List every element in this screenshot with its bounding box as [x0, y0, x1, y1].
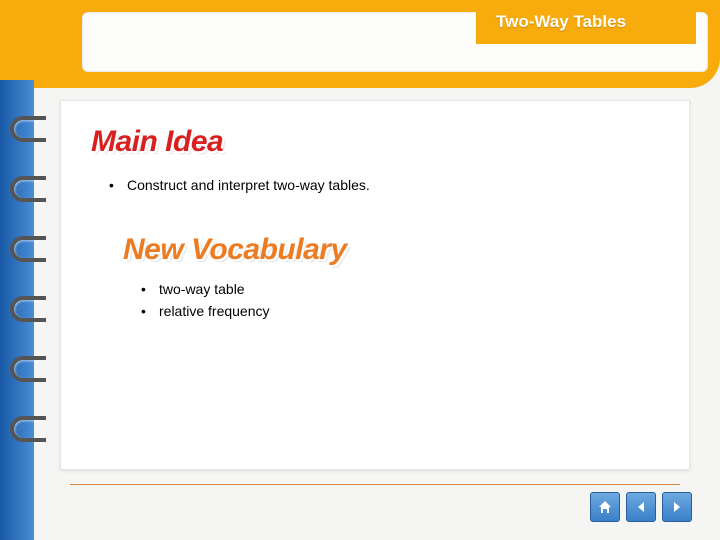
home-icon — [597, 499, 613, 515]
bullet-icon: • — [141, 303, 159, 319]
spiral-ring — [10, 356, 46, 382]
chevron-right-icon — [670, 500, 684, 514]
nav-button-group — [590, 492, 692, 522]
main-idea-bullet-text: Construct and interpret two-way tables. — [127, 177, 370, 193]
vocab-item-text: relative frequency — [159, 303, 270, 319]
slide-root: Two-Way Tables Main Idea • Construct and… — [0, 0, 720, 540]
divider — [70, 484, 680, 485]
page-title-tab: Two-Way Tables — [476, 8, 696, 40]
chevron-left-icon — [634, 500, 648, 514]
next-button[interactable] — [662, 492, 692, 522]
spiral-ring — [10, 416, 46, 442]
new-vocab-heading: New Vocabulary — [123, 233, 659, 267]
vocab-item-text: two-way table — [159, 281, 245, 297]
list-item: • relative frequency — [141, 303, 659, 319]
bullet-icon: • — [141, 281, 159, 297]
spiral-ring — [10, 116, 46, 142]
main-idea-heading: Main Idea — [91, 125, 659, 159]
bullet-icon: • — [109, 177, 127, 193]
list-item: • Construct and interpret two-way tables… — [109, 177, 659, 193]
home-button[interactable] — [590, 492, 620, 522]
spiral-ring — [10, 176, 46, 202]
main-idea-list: • Construct and interpret two-way tables… — [109, 177, 659, 193]
spiral-ring — [10, 296, 46, 322]
page-title: Two-Way Tables — [496, 12, 626, 31]
prev-button[interactable] — [626, 492, 656, 522]
content-card: Main Idea • Construct and interpret two-… — [60, 100, 690, 470]
spiral-ring — [10, 236, 46, 262]
list-item: • two-way table — [141, 281, 659, 297]
vocab-list: • two-way table • relative frequency — [141, 281, 659, 319]
